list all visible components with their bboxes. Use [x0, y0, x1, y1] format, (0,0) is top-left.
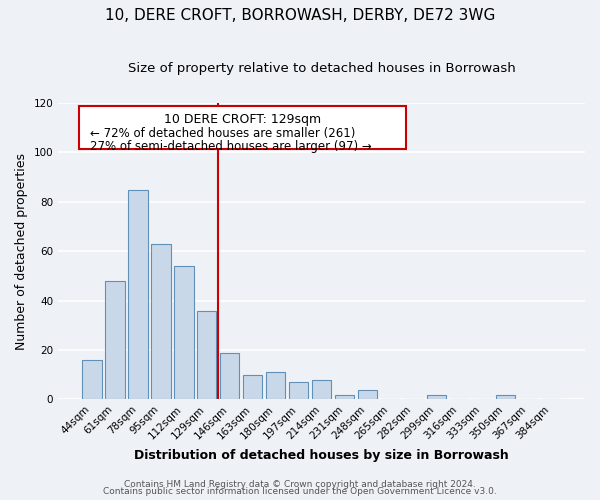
Bar	[128, 190, 148, 400]
Bar	[427, 394, 446, 400]
Text: Contains HM Land Registry data © Crown copyright and database right 2024.: Contains HM Land Registry data © Crown c…	[124, 480, 476, 489]
Bar	[312, 380, 331, 400]
Bar	[496, 394, 515, 400]
Bar	[358, 390, 377, 400]
Y-axis label: Number of detached properties: Number of detached properties	[15, 153, 28, 350]
Bar	[151, 244, 170, 400]
Text: ← 72% of detached houses are smaller (261): ← 72% of detached houses are smaller (26…	[90, 127, 355, 140]
Text: 10, DERE CROFT, BORROWASH, DERBY, DE72 3WG: 10, DERE CROFT, BORROWASH, DERBY, DE72 3…	[105, 8, 495, 22]
Bar	[335, 394, 355, 400]
Title: Size of property relative to detached houses in Borrowash: Size of property relative to detached ho…	[128, 62, 515, 76]
X-axis label: Distribution of detached houses by size in Borrowash: Distribution of detached houses by size …	[134, 450, 509, 462]
Bar	[197, 310, 217, 400]
Text: Contains public sector information licensed under the Open Government Licence v3: Contains public sector information licen…	[103, 488, 497, 496]
Text: 10 DERE CROFT: 129sqm: 10 DERE CROFT: 129sqm	[164, 114, 321, 126]
Bar	[266, 372, 286, 400]
Bar	[174, 266, 194, 400]
Bar	[105, 281, 125, 400]
Text: 27% of semi-detached houses are larger (97) →: 27% of semi-detached houses are larger (…	[90, 140, 371, 153]
Bar	[82, 360, 101, 400]
Bar	[220, 352, 239, 400]
FancyBboxPatch shape	[79, 106, 406, 149]
Bar	[289, 382, 308, 400]
Bar	[243, 374, 262, 400]
